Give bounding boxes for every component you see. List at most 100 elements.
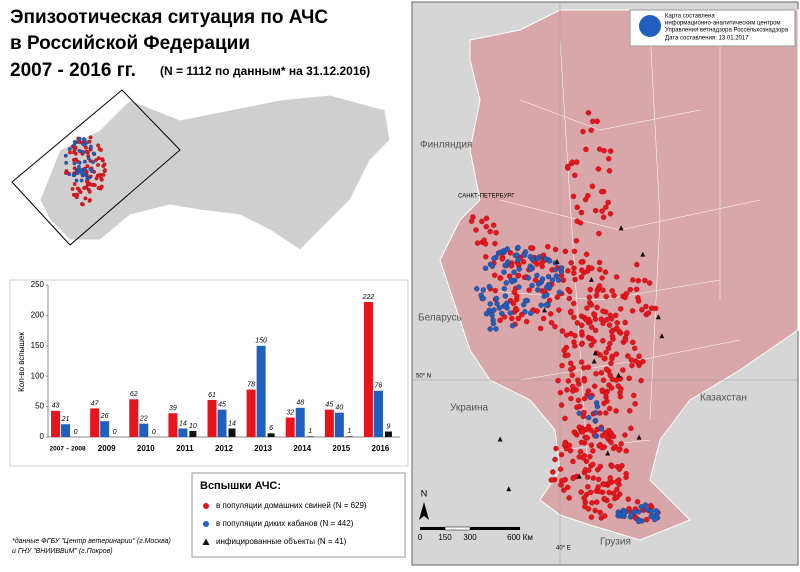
russia-outline: [39, 94, 391, 251]
value-label: 1: [308, 428, 312, 435]
outbreak-dot: [578, 489, 584, 495]
outbreak-dot: [593, 292, 600, 299]
outbreak-dot: [520, 259, 527, 265]
outbreak-dot: [521, 252, 528, 258]
outbreak-dot: [511, 289, 517, 295]
outbreak-dot: [627, 286, 633, 293]
outbreak-dot: [565, 484, 571, 491]
outbreak-dot: [638, 503, 644, 510]
outbreak-dot: [598, 370, 605, 376]
outbreak-dot: [639, 307, 645, 313]
legend-label: инфицированные объекты (N = 41): [216, 537, 347, 546]
outbreak-dot: [594, 304, 600, 311]
outbreak-dot: [534, 272, 540, 279]
outbreak-dot: [499, 256, 505, 262]
outbreak-dot: [558, 402, 565, 408]
outbreak-dot: [622, 337, 629, 343]
outbreak-dot: [635, 298, 642, 304]
outbreak-dot: [497, 317, 503, 323]
outbreak-dot: [617, 306, 624, 312]
outbreak-dot: [596, 488, 602, 495]
outbreak-dot: [585, 506, 592, 512]
outbreak-dot: [603, 410, 609, 416]
outbreak-dot: [538, 302, 544, 308]
value-label: 47: [91, 400, 100, 407]
infected-object: [640, 251, 646, 257]
bar: [178, 428, 188, 437]
outbreak-dot: [91, 160, 95, 164]
outbreak-dot: [577, 448, 584, 455]
outbreak-dot: [555, 377, 561, 384]
outbreak-dot: [653, 508, 659, 514]
outbreak-dot: [568, 395, 574, 402]
outbreak-dot: [584, 435, 590, 441]
outbreak-dot: [606, 168, 613, 174]
outbreak-dot: [646, 280, 653, 286]
outbreak-dot: [490, 317, 496, 323]
outbreak-dot: [590, 448, 596, 454]
value-label: 78: [247, 381, 255, 388]
outbreak-dot: [81, 202, 85, 207]
outbreak-dot: [583, 146, 589, 153]
outbreak-dot: [479, 218, 485, 225]
outbreak-dot: [573, 159, 580, 165]
outbreak-dot: [571, 300, 577, 307]
outbreak-dots: [468, 110, 665, 525]
outbreak-dot: [522, 309, 528, 315]
outbreak-dot: [64, 171, 68, 175]
outbreak-dot: [602, 269, 609, 275]
outbreak-dot: [623, 290, 630, 297]
outbreak-dot: [86, 156, 91, 161]
outbreak-dot: [607, 340, 613, 347]
outbreak-dot: [559, 328, 566, 334]
outbreak-dot: [483, 215, 490, 222]
bar: [295, 407, 305, 437]
outbreak-dot: [624, 330, 630, 336]
outbreak-dot: [82, 159, 87, 164]
outbreak-dot: [516, 266, 522, 272]
outbreak-dot: [584, 474, 591, 480]
outbreak-dot: [585, 423, 592, 430]
outbreak-dot: [529, 282, 535, 289]
outbreak-dot: [571, 248, 578, 254]
outbreak-dot: [609, 333, 616, 339]
outbreak-dot: [570, 365, 576, 371]
outbreak-dot: [474, 240, 481, 246]
outbreak-dot: [515, 272, 522, 279]
bar: [90, 408, 100, 437]
outbreak-dot: [470, 214, 476, 220]
outbreak-dot: [613, 274, 620, 280]
value-label: 6: [269, 425, 273, 432]
outbreak-dot: [509, 315, 515, 322]
outbreak-dot: [574, 204, 580, 210]
outbreak-dot: [569, 159, 575, 165]
outbreak-dot: [483, 254, 489, 260]
outbreak-dot: [578, 359, 585, 365]
bar: [384, 431, 392, 437]
outbreak-dot: [523, 318, 530, 325]
outbreak-dot: [590, 461, 596, 468]
outbreak-dot: [608, 360, 614, 367]
outbreak-dot: [528, 245, 534, 251]
outbreak-dot: [593, 370, 599, 377]
outbreak-dot: [561, 347, 567, 354]
infected-object: [576, 473, 582, 479]
outbreak-dot: [578, 259, 585, 265]
infected-object: [591, 358, 597, 364]
outbreak-dot: [487, 228, 493, 235]
footnote: и ГНУ "ВНИИВВиМ" (г.Покров): [12, 548, 113, 555]
outbreak-dot: [480, 287, 487, 293]
outbreak-dot: [609, 463, 615, 469]
outbreak-dot: [578, 439, 585, 446]
outbreak-dot: [603, 204, 609, 210]
outbreak-dot: [491, 272, 498, 278]
outbreak-dot: [83, 196, 88, 201]
outbreak-dot: [539, 276, 546, 282]
infected-object: [618, 225, 624, 231]
outbreak-dot: [628, 512, 635, 518]
outbreak-dot: [606, 405, 613, 412]
value-label: 10: [189, 423, 197, 430]
outbreak-dot: [603, 366, 610, 372]
outbreak-dot: [600, 287, 606, 293]
outbreak-dot: [597, 266, 603, 273]
